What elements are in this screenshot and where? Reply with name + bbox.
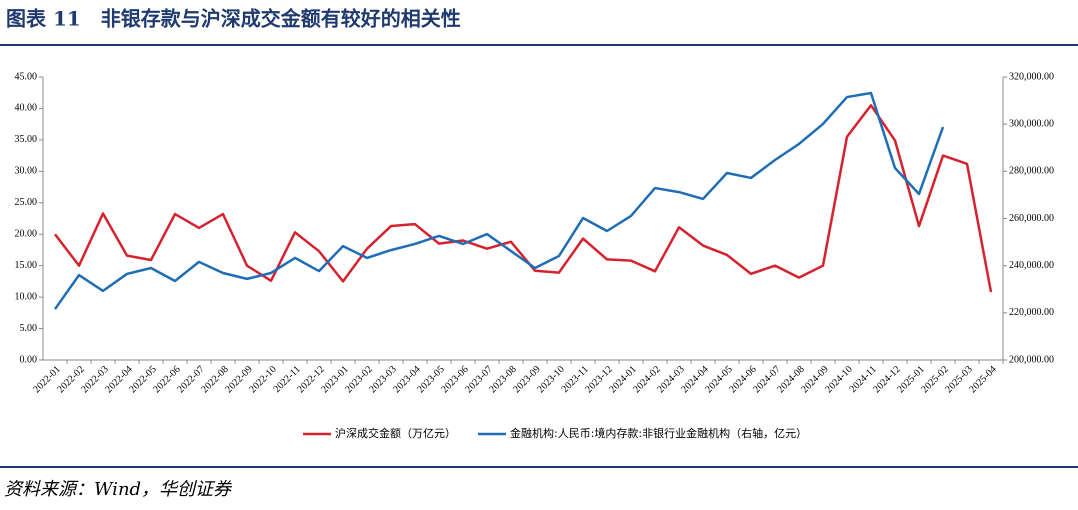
y2-tick-label: 200,000.00 (1009, 354, 1054, 365)
y-tick-label: 25.00 (15, 197, 38, 208)
y-tick-label: 5.00 (20, 323, 38, 334)
y-tick-label: 35.00 (15, 134, 38, 145)
x-tick-label: 2025-04 (967, 364, 998, 395)
y-tick-label: 0.00 (20, 354, 38, 365)
y2-tick-label: 220,000.00 (1009, 307, 1054, 318)
y2-tick-label: 240,000.00 (1009, 260, 1054, 271)
y-tick-label: 40.00 (15, 103, 38, 114)
series-line (53, 91, 945, 310)
y2-tick-label: 300,000.00 (1009, 118, 1054, 129)
y2-tick-label: 320,000.00 (1009, 71, 1054, 82)
y2-tick-label: 280,000.00 (1009, 166, 1054, 177)
y-tick-label: 20.00 (15, 229, 38, 240)
y-tick-label: 15.00 (15, 260, 38, 271)
y-tick-label: 45.00 (15, 71, 38, 82)
y2-tick-label: 260,000.00 (1009, 213, 1054, 224)
series-line (54, 104, 993, 293)
source: 资料来源：Wind，华创证券 (4, 479, 233, 500)
legend-label: 金融机构:人民币:境内存款:非银行业金融机构（右轴，亿元） (510, 426, 807, 440)
chart-title: 图表 11 非银存款与沪深成交金额有较好的相关性 (6, 7, 461, 31)
y-tick-label: 10.00 (15, 291, 38, 302)
y-tick-label: 30.00 (15, 166, 38, 177)
legend-label: 沪深成交金额（万亿元） (335, 426, 456, 440)
